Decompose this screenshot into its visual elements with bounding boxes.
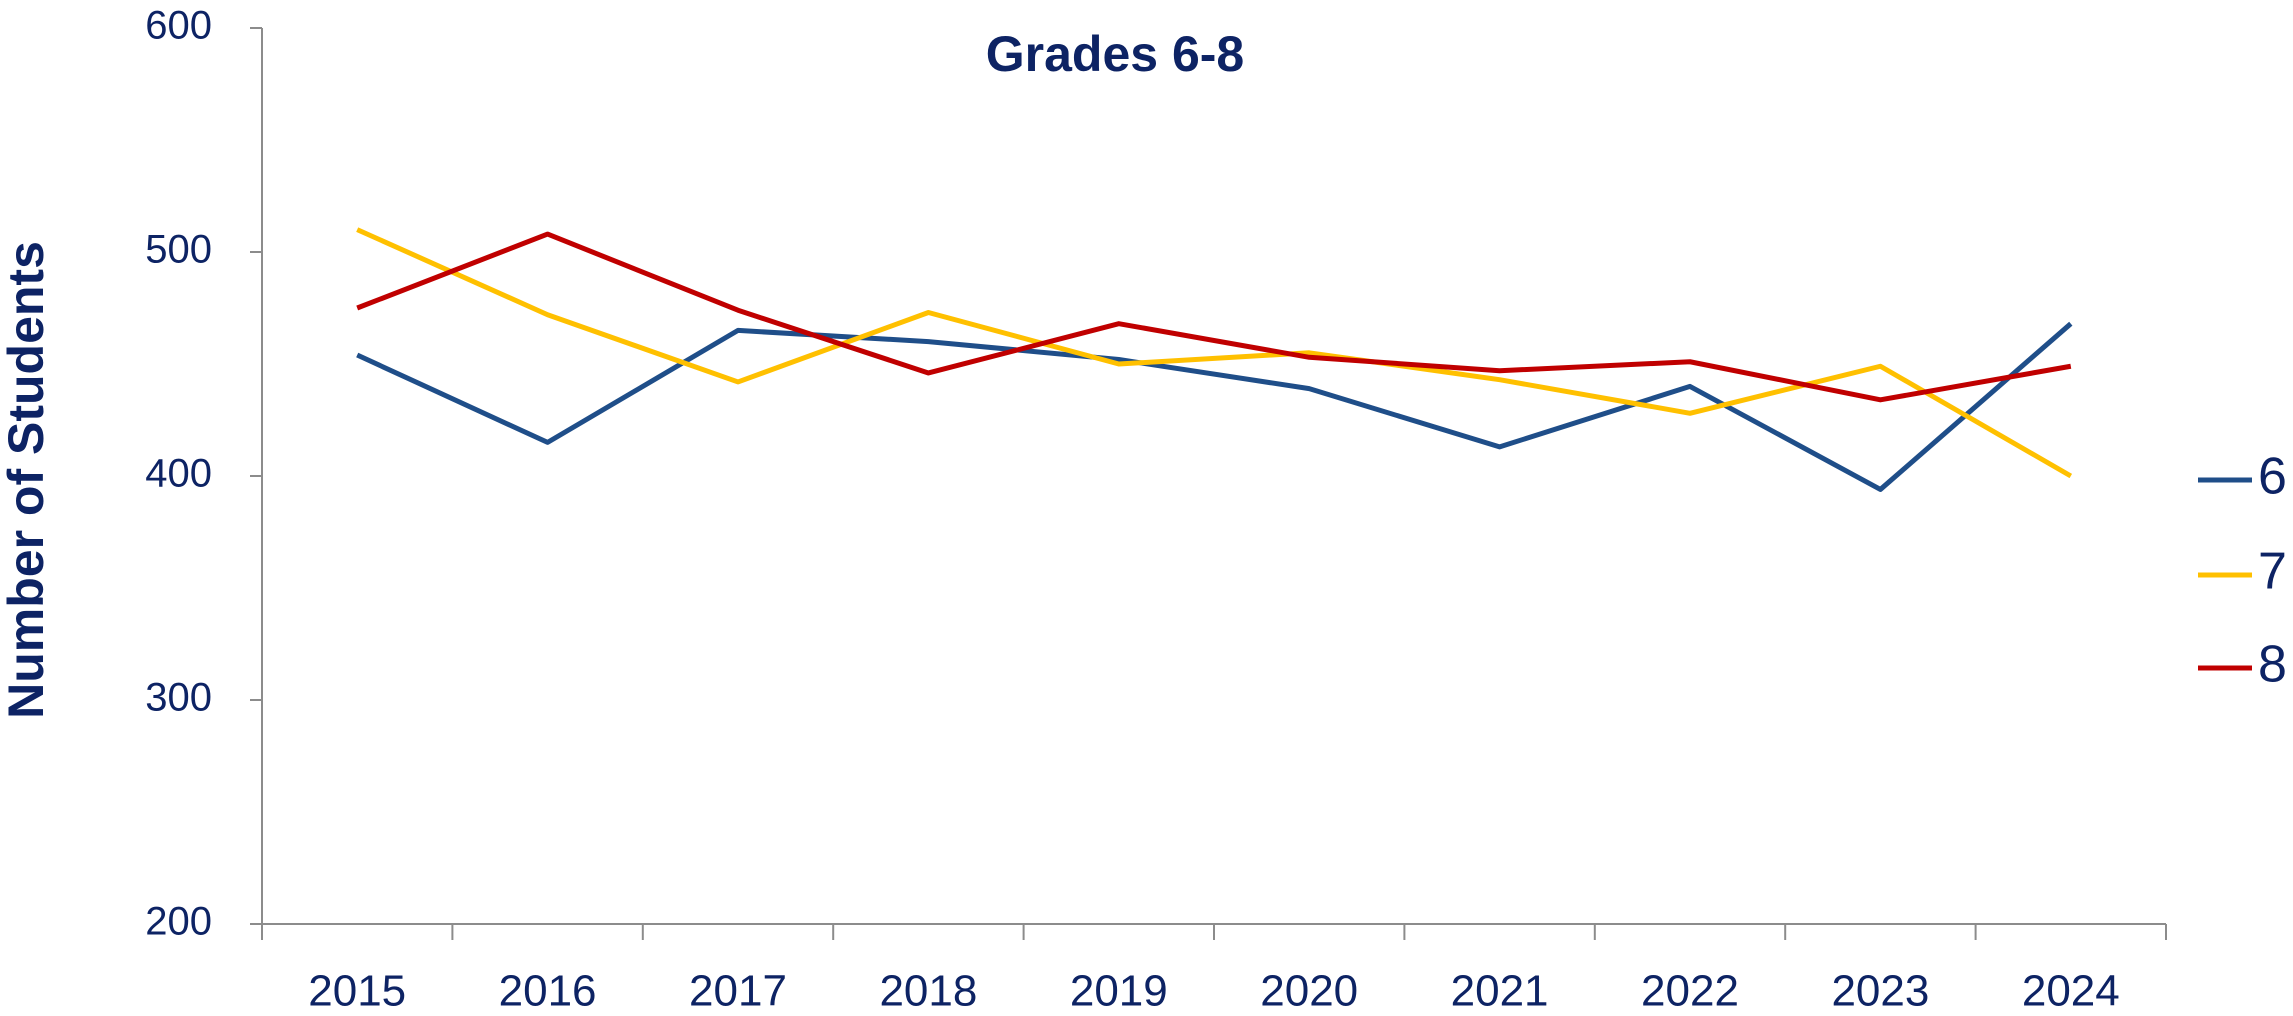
series-line — [356, 231, 2072, 403]
x-tick-label: 2017 — [689, 967, 787, 1016]
y-tick-label: 400 — [145, 452, 212, 496]
legend-label: 8 — [2258, 636, 2287, 694]
x-tick-label: 2020 — [1260, 967, 1358, 1016]
y-tick-label: 600 — [145, 4, 212, 48]
x-tick-label: 2016 — [499, 967, 597, 1016]
chart-title: Grades 6-8 — [986, 26, 1244, 82]
x-tick-label: 2019 — [1070, 967, 1168, 1016]
x-tick-label: 2018 — [879, 967, 977, 1016]
x-tick-label: 2022 — [1641, 967, 1739, 1016]
y-tick-label: 500 — [145, 228, 212, 272]
series-line — [356, 321, 2073, 492]
y-tick-label: 300 — [145, 676, 212, 720]
y-tick-label: 200 — [145, 900, 212, 944]
x-tick-label: 2023 — [1831, 967, 1929, 1016]
legend-label: 6 — [2258, 448, 2287, 506]
y-axis-label: Number of Students — [0, 241, 54, 719]
x-tick-label: 2015 — [308, 967, 406, 1016]
series-line — [356, 227, 2073, 479]
x-tick-label: 2024 — [2022, 967, 2120, 1016]
legend-label: 7 — [2258, 543, 2287, 601]
x-tick-label: 2021 — [1451, 967, 1549, 1016]
